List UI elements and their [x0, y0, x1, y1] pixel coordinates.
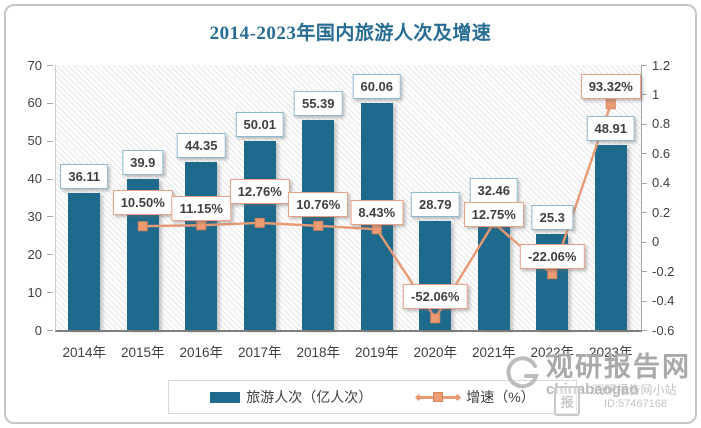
- growth-value-label: 12.75%: [463, 201, 524, 227]
- right-axis-tick-label: 0.8: [652, 116, 671, 132]
- line-series-swatch: [415, 392, 462, 402]
- bar-2017年: [243, 140, 276, 330]
- line-marker-icon: [137, 221, 148, 232]
- left-axis-tick-label: 30: [27, 208, 42, 224]
- line-marker-icon: [254, 217, 265, 228]
- right-axis-tick-label: 0.4: [652, 175, 671, 191]
- bar-2023年: [594, 144, 627, 330]
- left-axis-tick-mark: [47, 140, 53, 142]
- bar-value-label: 25.3: [531, 205, 573, 231]
- bar-value-label: 36.11: [60, 164, 109, 190]
- right-axis-tick-label: 0: [652, 234, 660, 250]
- left-axis-tick-mark: [47, 102, 53, 104]
- x-axis-label: 2022年: [530, 345, 575, 360]
- legend-label-bar: 旅游人次（亿人次）: [246, 389, 373, 405]
- right-axis-tick-label: -0.2: [652, 263, 675, 279]
- growth-value-label: 93.32%: [580, 74, 641, 100]
- line-marker-icon: [605, 99, 616, 110]
- bar-value-label: 32.46: [469, 178, 519, 204]
- growth-value-label: 11.15%: [171, 196, 231, 222]
- x-axis-label: 2016年: [179, 345, 224, 360]
- right-axis-tick-mark: [641, 241, 647, 243]
- line-marker-icon: [547, 269, 558, 280]
- bar-value-label: 50.01: [235, 111, 285, 137]
- legend-item-line: 增速（%）: [415, 387, 535, 407]
- left-axis-tick-mark: [47, 178, 53, 180]
- right-axis-tick-mark: [641, 330, 647, 331]
- left-axis-tick-label: 50: [27, 133, 42, 149]
- growth-value-label: 10.50%: [112, 190, 173, 216]
- right-axis-tick-mark: [641, 271, 647, 273]
- right-axis-tick-label: -0.4: [652, 293, 675, 309]
- growth-value-label: 10.76%: [288, 191, 349, 217]
- legend: 旅游人次（亿人次） 增速（%）: [168, 380, 577, 414]
- left-axis-tick-mark: [47, 216, 53, 218]
- x-axis-label: 2017年: [237, 345, 282, 360]
- bar-value-label: 48.91: [586, 115, 636, 141]
- left-axis-tick-mark: [47, 330, 53, 331]
- right-axis-tick-label: -0.6: [652, 322, 675, 338]
- left-axis-tick-mark: [47, 65, 53, 66]
- right-axis-tick-mark: [641, 212, 647, 214]
- line-marker-icon: [371, 224, 382, 235]
- bar-value-label: 55.39: [293, 91, 343, 117]
- left-axis-tick-label: 10: [27, 284, 42, 300]
- x-axis-label: 2014年: [62, 345, 107, 360]
- left-axis-tick-label: 0: [34, 322, 42, 338]
- right-axis-tick-mark: [641, 300, 647, 302]
- right-axis-tick-label: 0.6: [652, 145, 671, 161]
- right-axis-tick-mark: [641, 123, 647, 125]
- left-axis-tick-label: 70: [27, 57, 42, 73]
- x-axis-label: 2020年: [413, 345, 458, 360]
- bar-value-label: 44.35: [176, 133, 226, 159]
- bar-2014年: [68, 193, 101, 330]
- left-axis-tick-label: 20: [27, 246, 42, 262]
- right-axis-tick-mark: [641, 94, 647, 96]
- growth-value-label: -52.06%: [403, 284, 468, 310]
- bar-value-label: 28.79: [410, 192, 460, 217]
- x-axis-label: 2019年: [354, 345, 399, 360]
- legend-item-bar: 旅游人次（亿人次）: [210, 387, 372, 407]
- right-axis-tick-label: 1: [652, 86, 660, 102]
- bar-series-swatch: [210, 391, 241, 403]
- right-axis-tick-mark: [641, 65, 647, 66]
- bar-2020年: [419, 221, 452, 330]
- left-axis-tick-mark: [47, 292, 53, 294]
- chart-title: 2014-2023年国内旅游人次及增速: [209, 23, 492, 44]
- x-axis-label: 2018年: [296, 345, 341, 360]
- line-marker-icon: [430, 313, 441, 324]
- right-axis-tick-label: 0.2: [652, 204, 671, 220]
- growth-value-label: 12.76%: [229, 178, 290, 204]
- line-marker-icon: [313, 220, 324, 231]
- bar-value-label: 60.06: [352, 73, 402, 99]
- x-axis-label: 2021年: [471, 345, 516, 360]
- left-axis-tick-mark: [47, 254, 53, 256]
- bar-value-label: 39.9: [122, 149, 164, 175]
- legend-label-line: 增速（%）: [466, 389, 535, 405]
- x-axis-label: 2015年: [120, 345, 165, 360]
- right-axis-tick-mark: [641, 153, 647, 155]
- left-axis-tick-label: 40: [27, 171, 42, 187]
- growth-value-label: 8.43%: [350, 200, 404, 226]
- right-axis-tick-label: 1.2: [652, 57, 671, 73]
- line-marker-icon: [196, 220, 207, 231]
- x-axis-label: 2023年: [588, 345, 633, 360]
- bar-2016年: [185, 162, 218, 330]
- right-axis-tick-mark: [641, 182, 647, 184]
- left-axis-tick-label: 60: [27, 95, 42, 111]
- growth-value-label: -22.06%: [520, 244, 585, 270]
